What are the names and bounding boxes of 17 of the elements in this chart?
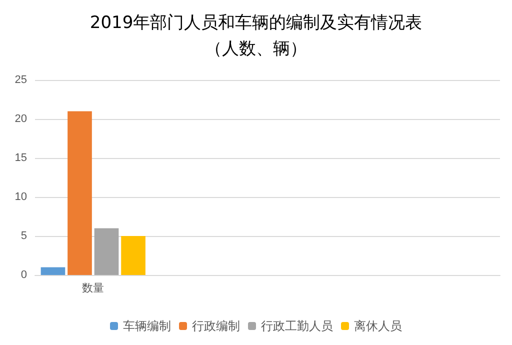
legend-label: 车辆编制 — [123, 319, 171, 333]
y-tick-label: 15 — [14, 152, 27, 164]
legend-label: 离休人员 — [354, 319, 402, 333]
y-tick-label: 10 — [14, 191, 27, 203]
bar — [94, 228, 119, 275]
y-tick-label: 20 — [14, 113, 27, 125]
bar — [121, 236, 146, 275]
y-tick-label: 0 — [20, 269, 27, 281]
y-tick-label: 5 — [20, 230, 27, 242]
bar — [68, 111, 92, 275]
y-tick-label: 25 — [14, 74, 27, 86]
legend-label: 行政编制 — [192, 319, 240, 333]
chart-title: 2019年部门人员和车辆的编制及实有情况表 — [90, 13, 422, 33]
chart-subtitle: （人数、辆） — [205, 39, 307, 59]
legend-label: 行政工勤人员 — [261, 319, 333, 333]
bar — [40, 267, 66, 275]
x-tick-label: 数量 — [82, 282, 104, 294]
